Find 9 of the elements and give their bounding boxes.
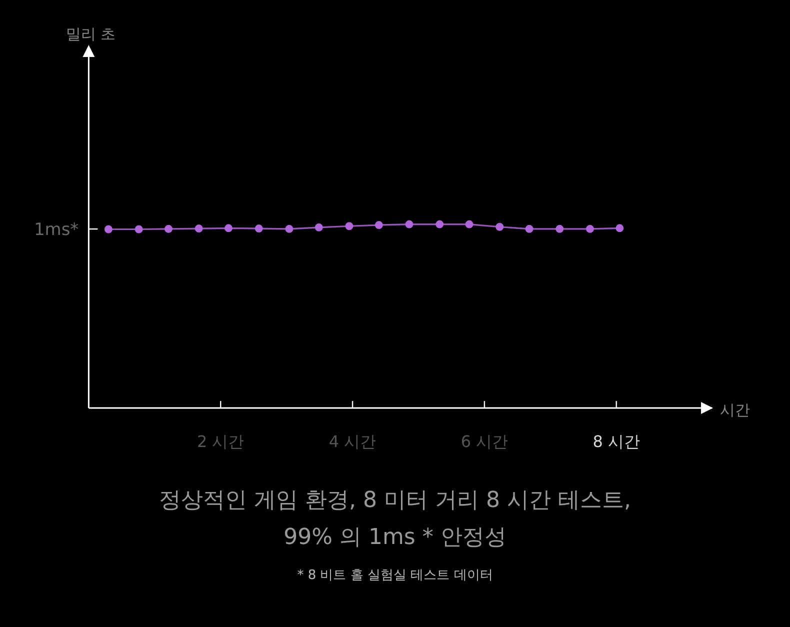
x-tick-label: 2 시간 <box>196 432 244 451</box>
x-tick-label: 6 시간 <box>460 432 508 451</box>
x-tick-label: 8 시간 <box>592 432 640 451</box>
text: * 8 비트 홀 실험실 테스트 데이터 <box>296 567 494 584</box>
text: 밀리 초 <box>66 25 116 43</box>
x-axis-title: 시간 <box>720 401 750 419</box>
text: 1ms* <box>34 220 79 240</box>
text: 정상적인 게임 환경, 8 미터 거리 8 시간 테스트, 99% 의 1ms * 안정성 <box>158 487 632 552</box>
x-tick-label: 4 시간 <box>328 432 376 451</box>
